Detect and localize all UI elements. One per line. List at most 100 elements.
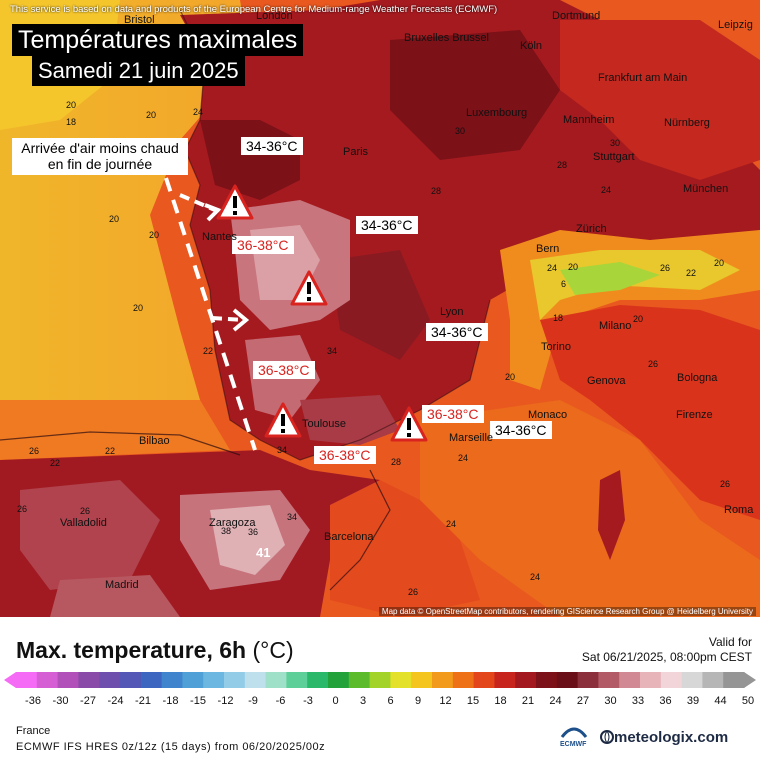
scale-swatch: [182, 672, 204, 688]
legend-panel: Max. temperature, 6h (°C) Valid for Sat …: [0, 617, 760, 760]
scale-tick-label: 18: [494, 695, 507, 707]
city-label: Milano: [599, 320, 632, 332]
map-subtitle: Samedi 21 juin 2025: [32, 56, 245, 86]
city-label: Bruxelles Brussel: [404, 32, 489, 44]
city-label: Bristol: [124, 14, 155, 26]
scale-tick-label: -21: [135, 695, 151, 707]
city-label: Torino: [541, 341, 571, 353]
city-label: Leipzig: [718, 19, 753, 31]
scale-end-arrow: [744, 672, 756, 688]
city-label: London: [256, 10, 293, 22]
scale-swatch: [640, 672, 662, 688]
temp-label: 36-38°C: [314, 446, 376, 464]
isotherm-label: 20: [633, 314, 644, 324]
city-label: Mannheim: [563, 114, 615, 126]
temp-label: 34-36°C: [426, 323, 488, 341]
scale-swatch: [307, 672, 329, 688]
city-label: München: [683, 183, 729, 195]
legend-title: Max. temperature, 6h (°C): [16, 637, 294, 664]
valid-label: Valid for: [708, 635, 752, 649]
isotherm-label: 22: [105, 446, 116, 456]
isotherm-label: 26: [660, 263, 671, 273]
isotherm-label: 24: [446, 519, 457, 529]
isotherm-label: 22: [203, 346, 214, 356]
color-scale: [4, 672, 756, 688]
valid-time: Sat 06/21/2025, 08:00pm CEST: [581, 650, 752, 664]
city-label: Dortmund: [552, 10, 601, 22]
scale-tick-label: 12: [439, 695, 452, 707]
ecmwf-logo: ECMWF: [560, 725, 588, 748]
scale-swatch: [619, 672, 641, 688]
isotherm-label: 26: [408, 587, 419, 597]
isotherm-label: 24: [458, 453, 469, 463]
region-label: France: [16, 725, 51, 737]
isotherm-label: 34: [327, 346, 338, 356]
map-attribution: Map data © OpenStreetMap contributors, r…: [378, 607, 756, 616]
weather-map: This service is based on data and produc…: [0, 0, 760, 617]
scale-tick-label: 39: [686, 695, 700, 707]
isotherm-label: 34: [277, 445, 288, 455]
brand-text: meteologix.com: [614, 729, 729, 746]
ecmwf-logo-icon: [560, 727, 588, 738]
temp-label: 34-36°C: [490, 421, 552, 439]
scale-swatch: [224, 672, 246, 688]
scale-swatch: [348, 672, 371, 688]
scale-tick-label: -9: [248, 695, 258, 707]
isotherm-label: 20: [66, 100, 77, 110]
scale-swatch: [390, 672, 412, 688]
map-canvas: [0, 0, 760, 617]
scale-swatch: [16, 672, 38, 688]
isotherm-label: 26: [648, 359, 659, 369]
city-label: Zürich: [576, 223, 607, 235]
temp-label: 36-38°C: [232, 236, 294, 254]
scale-swatch: [57, 672, 79, 688]
scale-swatch: [265, 672, 287, 688]
scale-end-arrow: [4, 672, 16, 688]
isotherm-label: 18: [553, 313, 564, 323]
scale-tick-label: 24: [549, 695, 562, 707]
city-label: Lyon: [440, 306, 464, 318]
isotherm-label: 34: [287, 512, 298, 522]
scale-swatch: [161, 672, 183, 688]
temp-label: 34-36°C: [356, 216, 418, 234]
isotherm-label: 18: [66, 117, 77, 127]
city-label: Stuttgart: [593, 151, 635, 163]
scale-tick-label: 15: [466, 695, 480, 707]
isotherm-label: 24: [193, 107, 204, 117]
scale-swatch: [140, 672, 163, 688]
isotherm-label: 36: [248, 527, 259, 537]
temp-label: 36-38°C: [253, 361, 315, 379]
city-label: Nürnberg: [664, 117, 710, 129]
scale-tick-label: 30: [604, 695, 617, 707]
city-label: Genova: [587, 375, 626, 387]
scale-tick-label: 6: [387, 695, 394, 707]
scale-tick-label: 33: [631, 695, 645, 707]
city-label: Bilbao: [139, 435, 170, 447]
city-label: Barcelona: [324, 531, 374, 543]
scale-swatch: [203, 672, 225, 688]
city-label: Monaco: [528, 409, 568, 421]
scale-swatch: [515, 672, 537, 688]
scale-swatch: [556, 672, 579, 688]
scale-swatch: [598, 672, 620, 688]
isotherm-label: 20: [133, 303, 144, 313]
scale-tick-label: -36: [25, 695, 41, 707]
legend-unit: (°C): [252, 637, 294, 663]
isotherm-label: 28: [391, 457, 402, 467]
meteologix-logo[interactable]: meteologix.com: [600, 729, 728, 746]
warning-icon: [216, 184, 254, 220]
city-label: Bologna: [677, 372, 718, 384]
scale-swatch: [244, 672, 267, 688]
legend-title-text: Max. temperature, 6h: [16, 637, 247, 663]
scale-swatch: [452, 672, 475, 688]
scale-swatch: [411, 672, 433, 688]
scale-swatch: [660, 672, 683, 688]
warning-icon: [390, 406, 428, 442]
isotherm-label: 22: [686, 268, 697, 278]
map-title: Températures maximales: [12, 24, 304, 56]
scale-tick-label: -12: [217, 695, 234, 707]
scale-tick-label: -18: [162, 695, 179, 707]
isotherm-label: 41: [256, 545, 271, 560]
scale-tick-label: 50: [741, 695, 755, 707]
scale-swatch: [120, 672, 142, 688]
